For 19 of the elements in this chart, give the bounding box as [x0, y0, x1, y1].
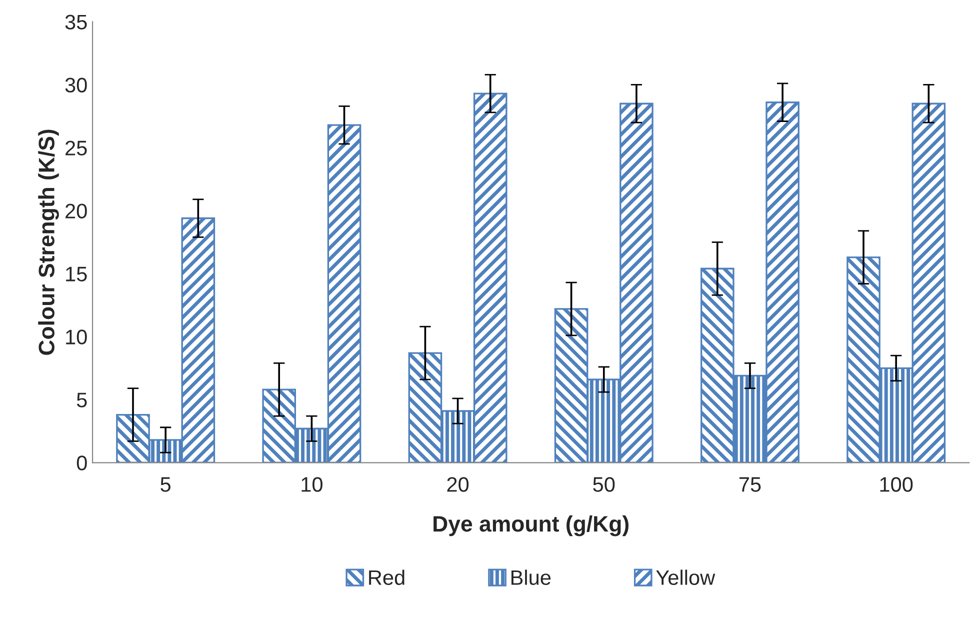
x-tick-label: 100: [880, 477, 913, 492]
y-axis-title: Colour Strength (K/S): [38, 130, 59, 355]
y-tick-label: 5: [76, 392, 87, 408]
y-tick-label: 25: [66, 140, 87, 156]
legend-label: Yellow: [656, 570, 716, 585]
x-tick-label: 10: [302, 477, 322, 492]
y-tick-label: 15: [66, 266, 87, 282]
legend-label: Red: [369, 570, 404, 585]
x-tick-label: 5: [160, 477, 170, 492]
x-axis-title: Dye amount (g/Kg): [434, 515, 628, 536]
x-tick-label: 50: [593, 477, 615, 492]
y-tick-label: 10: [66, 330, 87, 344]
y-tick-label: 30: [65, 78, 87, 92]
y-tick-label: 35: [65, 14, 87, 30]
x-tick-label: 20: [447, 477, 469, 492]
x-tick-label: 75: [739, 477, 761, 492]
legend-label: Blue: [511, 570, 551, 585]
y-tick-label: 20: [66, 204, 87, 218]
y-tick-label: 0: [76, 456, 87, 470]
